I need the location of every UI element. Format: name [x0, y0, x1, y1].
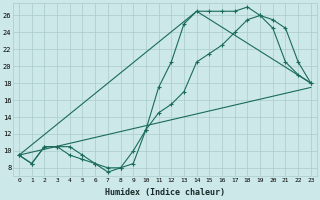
X-axis label: Humidex (Indice chaleur): Humidex (Indice chaleur): [105, 188, 225, 197]
